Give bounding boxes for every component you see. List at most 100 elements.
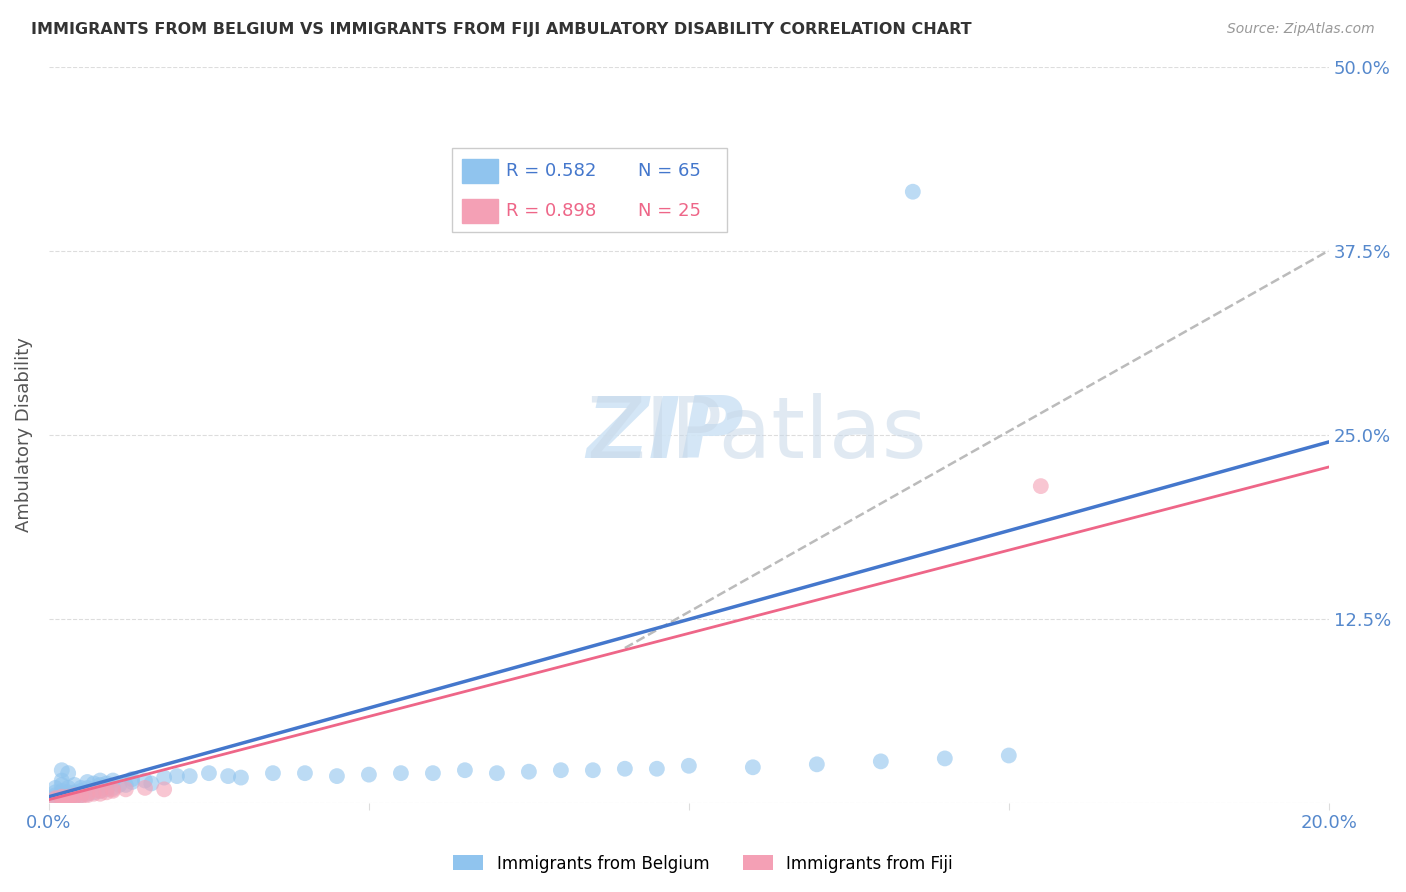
Point	[89, 773, 111, 788]
Legend: Immigrants from Belgium, Immigrants from Fiji: Immigrants from Belgium, Immigrants from…	[447, 848, 959, 880]
Point	[101, 780, 124, 795]
Point	[678, 759, 700, 773]
Text: Source: ZipAtlas.com: Source: ZipAtlas.com	[1227, 22, 1375, 37]
Text: R = 0.898: R = 0.898	[506, 202, 596, 220]
Point	[901, 185, 924, 199]
Point	[56, 794, 79, 808]
Point	[70, 784, 93, 798]
Point	[44, 785, 66, 799]
Text: N = 65: N = 65	[638, 161, 700, 180]
FancyBboxPatch shape	[453, 147, 727, 232]
Point	[217, 769, 239, 783]
Point	[56, 766, 79, 780]
Point	[613, 762, 636, 776]
Point	[51, 784, 73, 798]
Point	[134, 773, 156, 788]
Point	[96, 782, 118, 797]
Point	[114, 782, 136, 797]
Point	[485, 766, 508, 780]
Point	[76, 775, 98, 789]
Text: IMMIGRANTS FROM BELGIUM VS IMMIGRANTS FROM FIJI AMBULATORY DISABILITY CORRELATIO: IMMIGRANTS FROM BELGIUM VS IMMIGRANTS FR…	[31, 22, 972, 37]
Point	[44, 789, 66, 803]
Point	[1029, 479, 1052, 493]
Point	[357, 767, 380, 781]
Point	[326, 769, 349, 783]
Point	[101, 773, 124, 788]
Point	[262, 766, 284, 780]
Point	[56, 791, 79, 805]
Point	[229, 771, 252, 785]
Point	[56, 791, 79, 805]
Text: ZIP: ZIP	[586, 393, 744, 476]
Point	[56, 785, 79, 799]
Point	[806, 757, 828, 772]
Bar	[463, 199, 498, 223]
Point	[89, 784, 111, 798]
Point	[44, 780, 66, 795]
Point	[70, 789, 93, 804]
Point	[96, 776, 118, 790]
Point	[108, 778, 131, 792]
Point	[83, 785, 105, 799]
Point	[422, 766, 444, 780]
Point	[63, 778, 86, 792]
Point	[134, 780, 156, 795]
Point	[179, 769, 201, 783]
Text: R = 0.582: R = 0.582	[506, 161, 596, 180]
Point	[76, 789, 98, 803]
Point	[121, 772, 143, 786]
Point	[63, 789, 86, 804]
Bar	[463, 159, 498, 183]
Point	[51, 791, 73, 805]
Point	[51, 789, 73, 803]
Point	[198, 766, 221, 780]
Point	[101, 784, 124, 798]
Point	[63, 789, 86, 804]
Point	[51, 773, 73, 788]
Point	[56, 780, 79, 795]
Point	[56, 794, 79, 808]
Point	[294, 766, 316, 780]
Point	[454, 763, 477, 777]
Point	[56, 789, 79, 804]
Point	[389, 766, 412, 780]
Point	[44, 792, 66, 806]
Point	[70, 780, 93, 795]
Point	[44, 791, 66, 805]
Y-axis label: Ambulatory Disability: Ambulatory Disability	[15, 337, 32, 532]
Point	[89, 778, 111, 792]
Point	[51, 763, 73, 777]
Text: N = 25: N = 25	[638, 202, 700, 220]
Point	[96, 785, 118, 799]
Point	[998, 748, 1021, 763]
Point	[63, 785, 86, 799]
Point	[70, 789, 93, 803]
Point	[56, 789, 79, 803]
Point	[517, 764, 540, 779]
Point	[51, 778, 73, 792]
Point	[89, 787, 111, 801]
Point	[550, 763, 572, 777]
Point	[121, 775, 143, 789]
Point	[645, 762, 668, 776]
Point	[114, 778, 136, 792]
Point	[89, 784, 111, 798]
Point	[70, 789, 93, 803]
Point	[51, 789, 73, 804]
Point	[934, 751, 956, 765]
Text: ZIPatlas: ZIPatlas	[586, 393, 927, 476]
Point	[83, 776, 105, 790]
Point	[63, 789, 86, 803]
Point	[76, 787, 98, 801]
Point	[166, 769, 188, 783]
Point	[153, 782, 176, 797]
Point	[101, 782, 124, 797]
Point	[44, 791, 66, 805]
Point	[76, 787, 98, 801]
Point	[83, 787, 105, 801]
Point	[869, 755, 891, 769]
Point	[76, 780, 98, 795]
Point	[51, 792, 73, 806]
Point	[582, 763, 605, 777]
Point	[741, 760, 763, 774]
